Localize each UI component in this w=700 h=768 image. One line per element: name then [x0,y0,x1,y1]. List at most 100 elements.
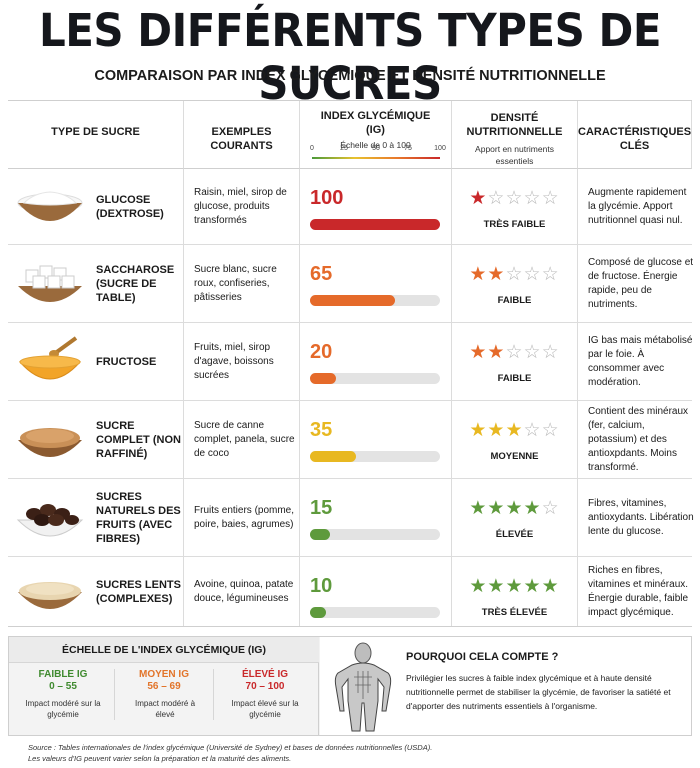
table-row: GLUCOSE (DEXTROSE) Raisin, miel, sirop de… [8,169,692,245]
header-density-label: DENSITÉ NUTRITIONNELLE [466,112,563,138]
ig-bar-fill [310,529,330,540]
sugar-examples: Sucre blanc, sucre roux, confiseries, pâ… [194,263,277,303]
ig-bar-fill [310,373,336,384]
density-stars: ★★★★★ [452,577,577,597]
ig-bar-fill [310,295,395,306]
source-line-2: Les valeurs d'IG peuvent varier selon la… [28,754,292,763]
table-row: SUCRES LENTS (COMPLEXES) Avoine, quinoa, … [8,557,692,627]
scale-low-range: 0 – 55 [49,681,77,692]
density-cell: ★★★☆☆ MOYENNE [452,401,578,478]
density-stars: ★☆☆☆☆ [452,189,577,209]
ig-scale-gradient [312,157,440,159]
comparison-table: TYPE DE SUCRE EXEMPLES COURANTS INDEX GL… [8,100,694,627]
sugar-name: SUCRES NATURELS DES FRUITS (AVEC FIBRES) [96,490,181,545]
header-ig: INDEX GLYCÉMIQUE (IG) Échelle de 0 à 100… [300,101,452,169]
table-row: SUCRE COMPLET (NON RAFFINÉ) Sucre de cann… [8,401,692,479]
density-level: MOYENNE [490,451,539,462]
star-empty-icon: ☆ [505,264,524,285]
sugar-characteristics: Fibres, vitamines, antioxydants. Libérat… [588,497,694,537]
star-filled-icon: ★ [541,576,560,597]
density-level: TRÈS ÉLEVÉE [481,607,548,618]
density-stars: ★★★★☆ [452,499,577,519]
header-type: TYPE DE SUCRE [8,101,184,169]
ig-tick: 25 [340,145,348,152]
ig-scale-axis: 0 25 50 75 100 [310,145,446,159]
header-examples-label: EXEMPLES COURANTS [210,126,273,152]
sugar-characteristics: Augmente rapidement la glycémie. Apport … [588,186,687,226]
sugar-cubes-bowl-icon [18,265,82,302]
ig-bar-fill [310,219,440,230]
carac-cell: Contient des minéraux (fer, calcium, pot… [578,401,692,478]
sugar-examples: Sucre de canne complet, panela, sucre de… [194,419,295,459]
sugar-examples: Avoine, quinoa, patate douce, légumineus… [194,578,294,604]
sugar-name: GLUCOSE (DEXTROSE) [96,193,164,220]
scale-high-range: 70 – 100 [245,681,285,692]
star-filled-icon: ★ [469,576,488,597]
why-panel: POURQUOI CELA COMPTE ? Privilégier les s… [320,637,691,735]
scale-mid-label: MOYEN IG [138,669,189,680]
header-type-label: TYPE DE SUCRE [51,126,140,138]
table-row: FRUCTOSE Fruits, miel, sirop d'agave, boi… [8,323,693,401]
header-ig-scale: Échelle de 0 à 100 [340,140,411,150]
carac-cell: Composé de glucose et de fructose. Énerg… [578,245,693,322]
type-cell: SUCRES NATURELS DES FRUITS (AVEC FIBRES) [8,479,184,556]
density-stars: ★★☆☆☆ [452,343,577,363]
type-cell: FRUCTOSE [8,323,184,400]
type-cell: SACCHAROSE (SUCRE DE TABLE) [8,245,184,322]
ig-tick: 50 [372,145,380,152]
star-filled-icon: ★ [469,498,488,519]
sugar-characteristics: IG bas mais métabolisé par le foie. À co… [588,334,693,388]
star-filled-icon: ★ [523,498,542,519]
sugar-examples: Fruits, miel, sirop d'agave, boissons su… [194,341,274,381]
source-line-1: Source : Tables internationales de l'ind… [28,743,433,752]
scale-low: FAIBLE IG 0 – 55 Impact modéré sur la gl… [13,669,113,720]
ig-scale-title: ÉCHELLE DE L'INDEX GLYCÉMIQUE (IG) [9,637,319,663]
star-filled-icon: ★ [487,264,506,285]
ig-tick: 0 [310,145,314,152]
scale-mid: MOYEN IG 56 – 69 Impact modéré à élevé [114,669,214,720]
star-empty-icon: ☆ [505,188,524,209]
density-level: FAIBLE [497,373,532,384]
examples-cell: Sucre de canne complet, panela, sucre de… [184,401,300,478]
ig-value: 65 [310,263,333,285]
star-empty-icon: ☆ [541,342,560,363]
star-filled-icon: ★ [523,576,542,597]
density-cell: ★★☆☆☆ FAIBLE [452,245,578,322]
carac-cell: Riches en fibres, vitamines et minéraux.… [578,557,692,626]
ig-scale-legend: ÉCHELLE DE L'INDEX GLYCÉMIQUE (IG) FAIBL… [9,637,319,735]
bottom-panel: ÉCHELLE DE L'INDEX GLYCÉMIQUE (IG) FAIBL… [8,636,692,736]
star-empty-icon: ☆ [541,188,560,209]
ig-cell: 65 [300,245,452,322]
sugar-examples: Fruits entiers (pomme, poire, baies, agr… [194,504,295,530]
ig-cell: 20 [300,323,452,400]
star-empty-icon: ☆ [541,420,560,441]
examples-cell: Avoine, quinoa, patate douce, légumineus… [184,557,300,626]
header-density: DENSITÉ NUTRITIONNELLE Apport en nutrime… [452,101,578,169]
ig-tick: 75 [404,145,412,152]
table-row: SACCHAROSE (SUCRE DE TABLE) Sucre blanc, … [8,245,693,323]
page-subtitle: COMPARAISON PAR INDEX GLYCÉMIQUE ET DENS… [94,68,606,84]
brown-sugar-bowl-icon [18,427,82,457]
anatomy-figure-icon [334,642,392,732]
sugar-examples: Raisin, miel, sirop de glucose, produits… [194,186,287,226]
density-level: FAIBLE [497,295,532,306]
star-empty-icon: ☆ [523,188,542,209]
density-stars: ★★☆☆☆ [452,265,577,285]
star-empty-icon: ☆ [541,498,560,519]
oats-bowl-icon [18,581,82,609]
star-filled-icon: ★ [469,264,488,285]
scale-high: ÉLEVÉ IG 70 – 100 Impact élevé sur la gl… [215,669,315,720]
sugar-characteristics: Composé de glucose et de fructose. Énerg… [588,256,694,310]
density-level: TRÈS FAIBLE [483,219,546,230]
sugar-name: SACCHAROSE (SUCRE DE TABLE) [96,263,175,304]
star-filled-icon: ★ [469,420,488,441]
scale-low-desc: Impact modéré sur la glycémie [25,699,101,719]
scale-low-label: FAIBLE IG [38,669,88,680]
star-filled-icon: ★ [505,576,524,597]
scale-high-desc: Impact élevé sur la glycémie [231,699,299,719]
ig-value: 20 [310,341,333,363]
star-filled-icon: ★ [487,420,506,441]
examples-cell: Fruits entiers (pomme, poire, baies, agr… [184,479,300,556]
density-cell: ★☆☆☆☆ TRÈS FAIBLE [452,169,578,244]
carac-cell: IG bas mais métabolisé par le foie. À co… [578,323,693,400]
